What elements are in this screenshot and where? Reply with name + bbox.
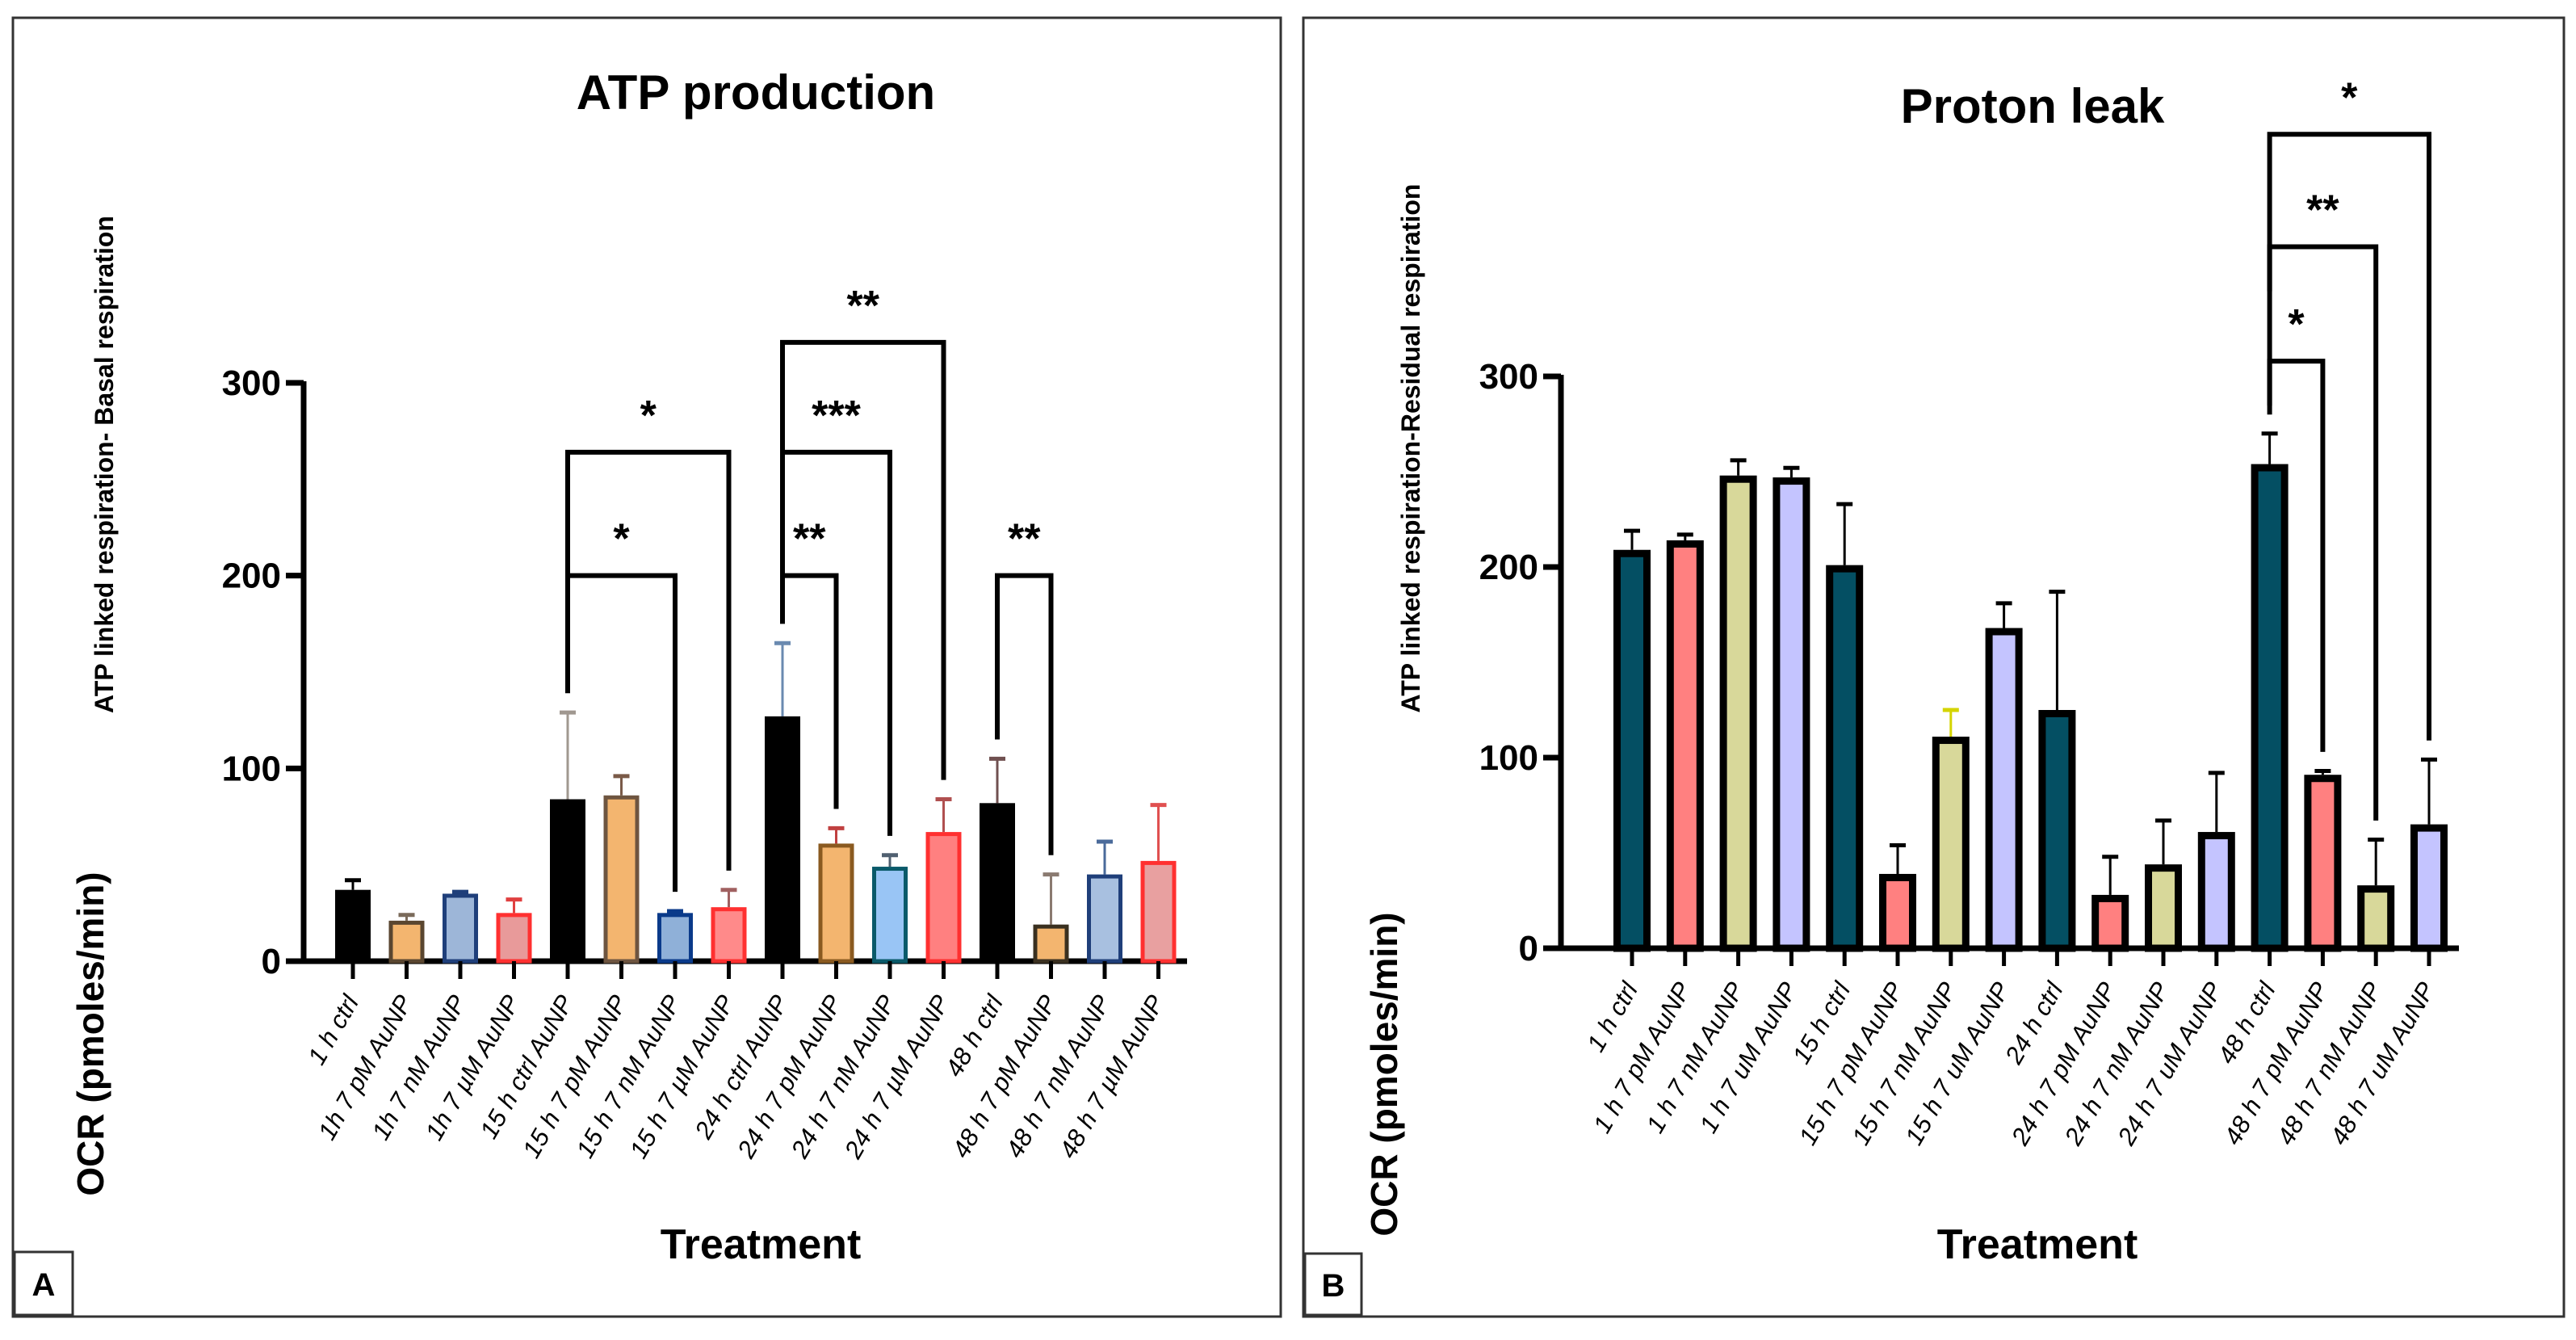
panel-a-frame <box>11 16 1282 1318</box>
significance-bracket <box>565 573 678 893</box>
bar <box>925 832 962 964</box>
panel-a-atp-production: ATP production OCR (pmoles/min) ATP link… <box>11 16 1282 1318</box>
panel-label: B <box>1322 1268 1345 1304</box>
significance-label: ** <box>847 283 880 330</box>
bar <box>1140 860 1177 964</box>
panel-label-box <box>1303 1252 1363 1317</box>
y-tick-label: 100 <box>222 749 281 788</box>
y-tick-label: 300 <box>1479 357 1538 397</box>
bar <box>711 907 747 964</box>
bar <box>2197 832 2235 952</box>
bar <box>818 843 854 964</box>
significance-label: * <box>613 516 630 563</box>
chart-title: ATP production <box>577 65 935 120</box>
bar <box>443 893 478 964</box>
panel-label: A <box>32 1267 56 1303</box>
bar <box>765 716 800 964</box>
panel-label-box <box>13 1250 74 1317</box>
bar <box>335 889 371 964</box>
y-axis-label: OCR (pmoles/min) <box>1363 912 1405 1236</box>
panel-b-frame <box>1302 16 2566 1318</box>
bar <box>550 799 585 964</box>
significance-label: ** <box>793 516 826 563</box>
bar <box>2145 864 2182 952</box>
significance-bracket <box>2267 244 2379 821</box>
panel-b-proton-leak: Proton leak OCR (pmoles/min) ATP linked … <box>1302 16 2566 1318</box>
bar <box>603 795 640 964</box>
significance-bracket <box>2267 132 2431 741</box>
bar <box>1773 477 1810 952</box>
significance-label: ** <box>2306 187 2339 234</box>
significance-label: *** <box>812 393 861 439</box>
x-axis-label: Treatment <box>1937 1221 2138 1268</box>
y-tick-label: 0 <box>1519 929 1538 968</box>
bar <box>2304 775 2342 952</box>
significance-bracket <box>780 339 946 780</box>
bar <box>1932 737 1970 952</box>
significance-label: * <box>2288 301 2305 348</box>
x-axis-label: Treatment <box>661 1221 862 1268</box>
bar <box>657 913 693 964</box>
y-tick-label: 200 <box>222 557 281 596</box>
bar <box>1719 475 1757 952</box>
y-tick-label: 300 <box>222 363 281 403</box>
y-tick-label: 200 <box>1479 548 1538 587</box>
y-tick-label: 100 <box>1479 738 1538 778</box>
bar <box>2251 464 2289 952</box>
bar <box>2357 885 2395 952</box>
bar <box>1879 873 1916 952</box>
y-axis-label: OCR (pmoles/min) <box>69 872 111 1195</box>
bar <box>496 913 532 964</box>
bar <box>1826 565 1864 952</box>
bar <box>980 803 1015 964</box>
significance-bracket <box>565 449 732 871</box>
bar <box>1985 628 2023 952</box>
y-axis-label-secondary: ATP linked respiration-Residual respirat… <box>1396 184 1425 713</box>
bar <box>2410 824 2448 952</box>
bar <box>1666 540 1704 952</box>
bar <box>1033 924 1069 964</box>
bar <box>2091 894 2129 952</box>
significance-bracket <box>780 449 892 836</box>
significance-bracket <box>995 573 1054 855</box>
y-axis-label-secondary: ATP linked respiration- Basal respiratio… <box>90 216 119 713</box>
bar <box>1087 874 1122 964</box>
significance-label: ** <box>1008 516 1041 563</box>
y-tick-label: 0 <box>262 942 281 981</box>
significance-label: * <box>640 393 657 439</box>
chart-title: Proton leak <box>1901 79 2165 133</box>
significance-label: * <box>2341 74 2358 121</box>
bar <box>2038 710 2076 952</box>
bar <box>872 867 908 964</box>
bar <box>388 920 425 964</box>
bar <box>1613 549 1651 952</box>
